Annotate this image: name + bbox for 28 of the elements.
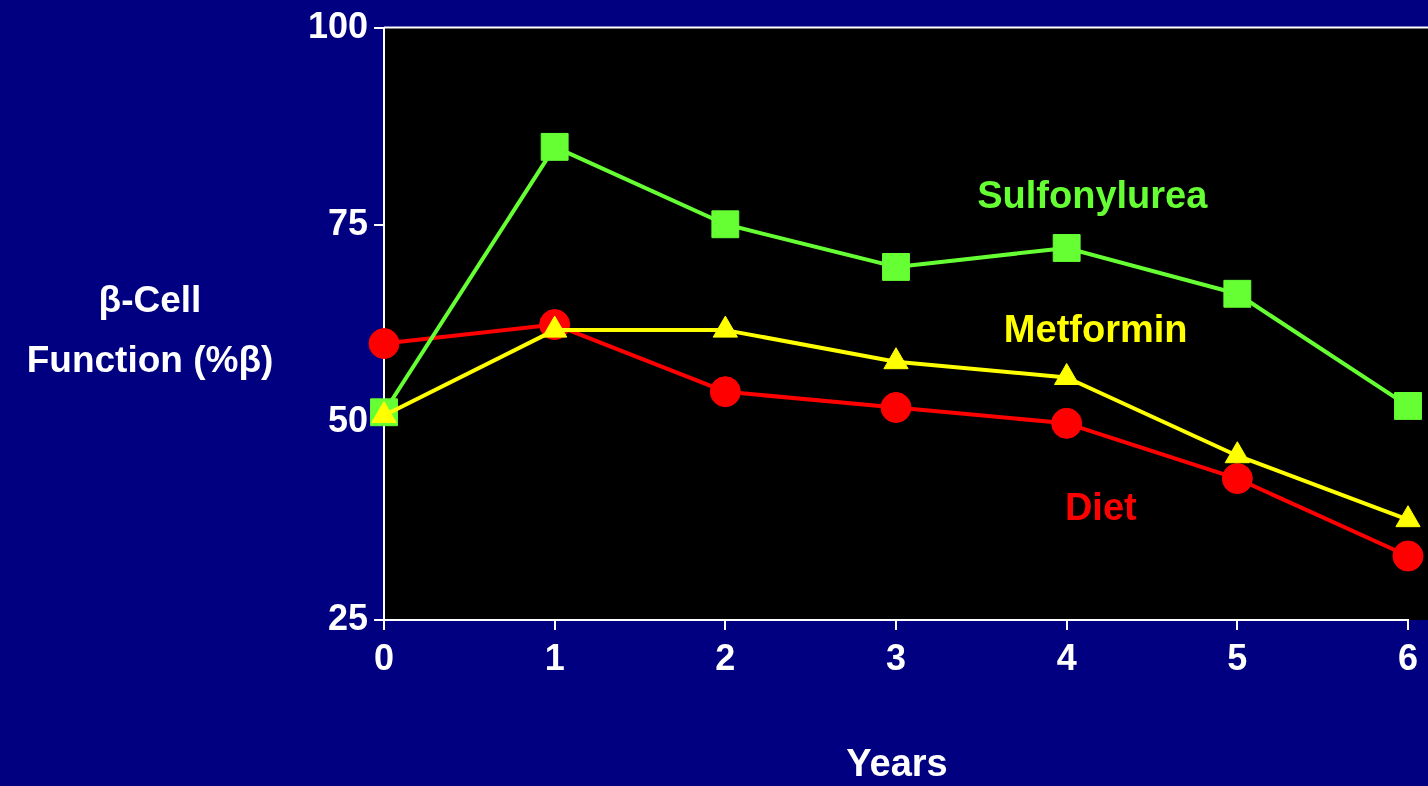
x-tick-label: 4 bbox=[1056, 636, 1077, 678]
series-label: Sulfonylurea bbox=[977, 173, 1209, 216]
x-tick-label: 1 bbox=[544, 636, 565, 678]
point bbox=[1223, 279, 1252, 308]
x-tick-label: 5 bbox=[1227, 636, 1248, 678]
y-tick-label: 25 bbox=[327, 596, 368, 638]
x-tick-label: 3 bbox=[885, 636, 907, 678]
point bbox=[1051, 407, 1083, 439]
x-tick-label: 6 bbox=[1397, 636, 1419, 678]
point bbox=[711, 210, 740, 239]
point bbox=[368, 328, 400, 360]
series-label: Metformin bbox=[1003, 308, 1188, 351]
y-tick-label: 50 bbox=[327, 399, 368, 441]
point bbox=[1221, 463, 1253, 495]
point bbox=[540, 132, 569, 161]
point bbox=[882, 253, 910, 281]
point bbox=[880, 392, 912, 424]
y-tick-label: 75 bbox=[327, 201, 368, 243]
point bbox=[709, 376, 741, 408]
x-tick-label: 0 bbox=[373, 636, 395, 678]
y-tick-label: 100 bbox=[307, 4, 368, 46]
point bbox=[1394, 392, 1422, 420]
series-label: Diet bbox=[1064, 485, 1138, 528]
x-tick-label: 2 bbox=[715, 636, 736, 678]
x-axis-title: Years bbox=[845, 741, 949, 786]
y-axis-title: β-Cell Function (%β) bbox=[25, 278, 275, 382]
point bbox=[1392, 540, 1424, 572]
point bbox=[1052, 234, 1081, 262]
